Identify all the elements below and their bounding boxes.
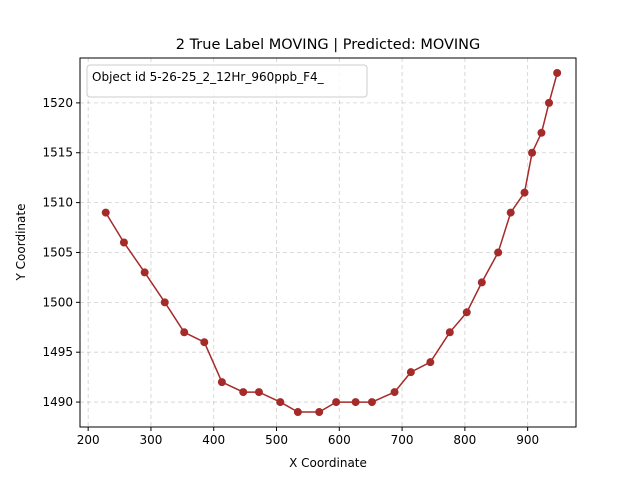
data-point bbox=[477, 278, 486, 287]
data-point bbox=[140, 268, 149, 277]
data-point bbox=[315, 408, 324, 417]
data-point bbox=[390, 388, 399, 397]
series-line bbox=[105, 72, 558, 413]
x-tick-label: 300 bbox=[139, 433, 162, 447]
x-tick-label: 900 bbox=[516, 433, 539, 447]
legend-entry: Object id 5-26-25_2_12Hr_960ppb_F4_ bbox=[92, 70, 325, 84]
x-tick-label: 800 bbox=[453, 433, 476, 447]
chart-title: 2 True Label MOVING | Predicted: MOVING bbox=[176, 37, 481, 53]
y-tick-label: 1500 bbox=[42, 295, 73, 309]
data-point bbox=[406, 368, 415, 377]
data-point bbox=[217, 378, 226, 387]
data-point bbox=[528, 148, 537, 157]
data-point bbox=[293, 408, 302, 417]
data-point bbox=[367, 398, 376, 407]
data-point bbox=[351, 398, 360, 407]
data-point bbox=[545, 98, 554, 107]
y-tick-label: 1515 bbox=[42, 146, 73, 160]
data-point bbox=[276, 398, 285, 407]
x-tick-label: 400 bbox=[202, 433, 225, 447]
y-tick-label: 1520 bbox=[42, 96, 73, 110]
x-tick-label: 700 bbox=[391, 433, 414, 447]
x-tick-label: 600 bbox=[328, 433, 351, 447]
data-point bbox=[537, 128, 546, 137]
data-point bbox=[160, 298, 169, 307]
data-point bbox=[494, 248, 503, 257]
data-point bbox=[254, 388, 263, 397]
y-tick-label: 1505 bbox=[42, 245, 73, 259]
data-point bbox=[462, 308, 471, 317]
y-axis-label: Y Coordinate bbox=[14, 204, 28, 282]
data-point bbox=[101, 208, 110, 217]
data-point bbox=[239, 388, 248, 397]
legend: Object id 5-26-25_2_12Hr_960ppb_F4_ bbox=[86, 64, 368, 98]
data-point bbox=[332, 398, 341, 407]
y-axis-ticks: 1490 1495 1500 1505 1510 1515 1520 bbox=[42, 96, 80, 409]
y-tick-label: 1510 bbox=[42, 196, 73, 210]
x-tick-label: 500 bbox=[265, 433, 288, 447]
plot-frame bbox=[79, 57, 577, 428]
data-point bbox=[200, 338, 209, 347]
y-tick-label: 1490 bbox=[42, 395, 73, 409]
x-axis-label: X Coordinate bbox=[289, 456, 367, 470]
data-point bbox=[426, 358, 435, 367]
data-point bbox=[119, 238, 128, 247]
series-group bbox=[101, 68, 562, 417]
x-axis-ticks: 200 300 400 500 600 700 800 900 bbox=[77, 427, 539, 447]
x-tick-label: 200 bbox=[77, 433, 100, 447]
data-point bbox=[520, 188, 529, 197]
grid-lines bbox=[80, 58, 576, 427]
legend-box bbox=[86, 64, 368, 98]
data-point bbox=[506, 208, 515, 217]
data-point bbox=[180, 328, 189, 337]
y-tick-label: 1495 bbox=[42, 345, 73, 359]
data-point bbox=[553, 68, 562, 77]
data-point bbox=[445, 328, 454, 337]
